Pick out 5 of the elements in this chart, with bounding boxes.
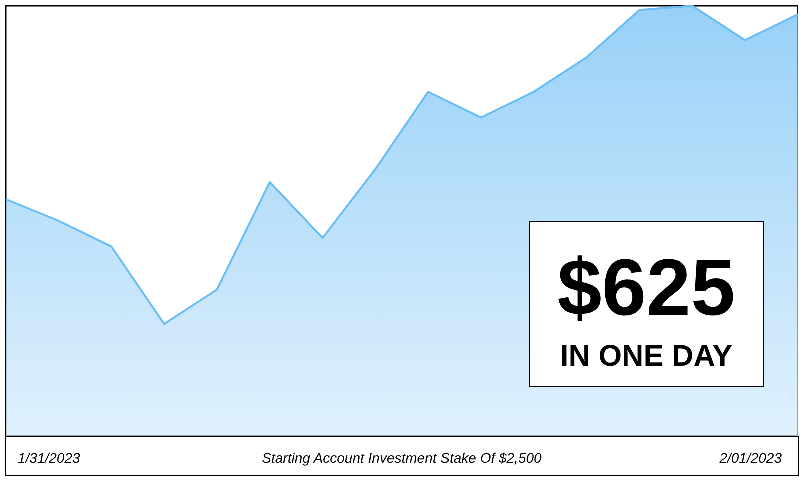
text: 1/31/2023 [18,450,80,466]
annotation: $625 [556,243,736,332]
text: 2/01/2023 [720,450,782,466]
text: Starting Account Investment Stake Of $2,500 [262,450,542,466]
annotation: IN ONE DAY [559,340,734,374]
